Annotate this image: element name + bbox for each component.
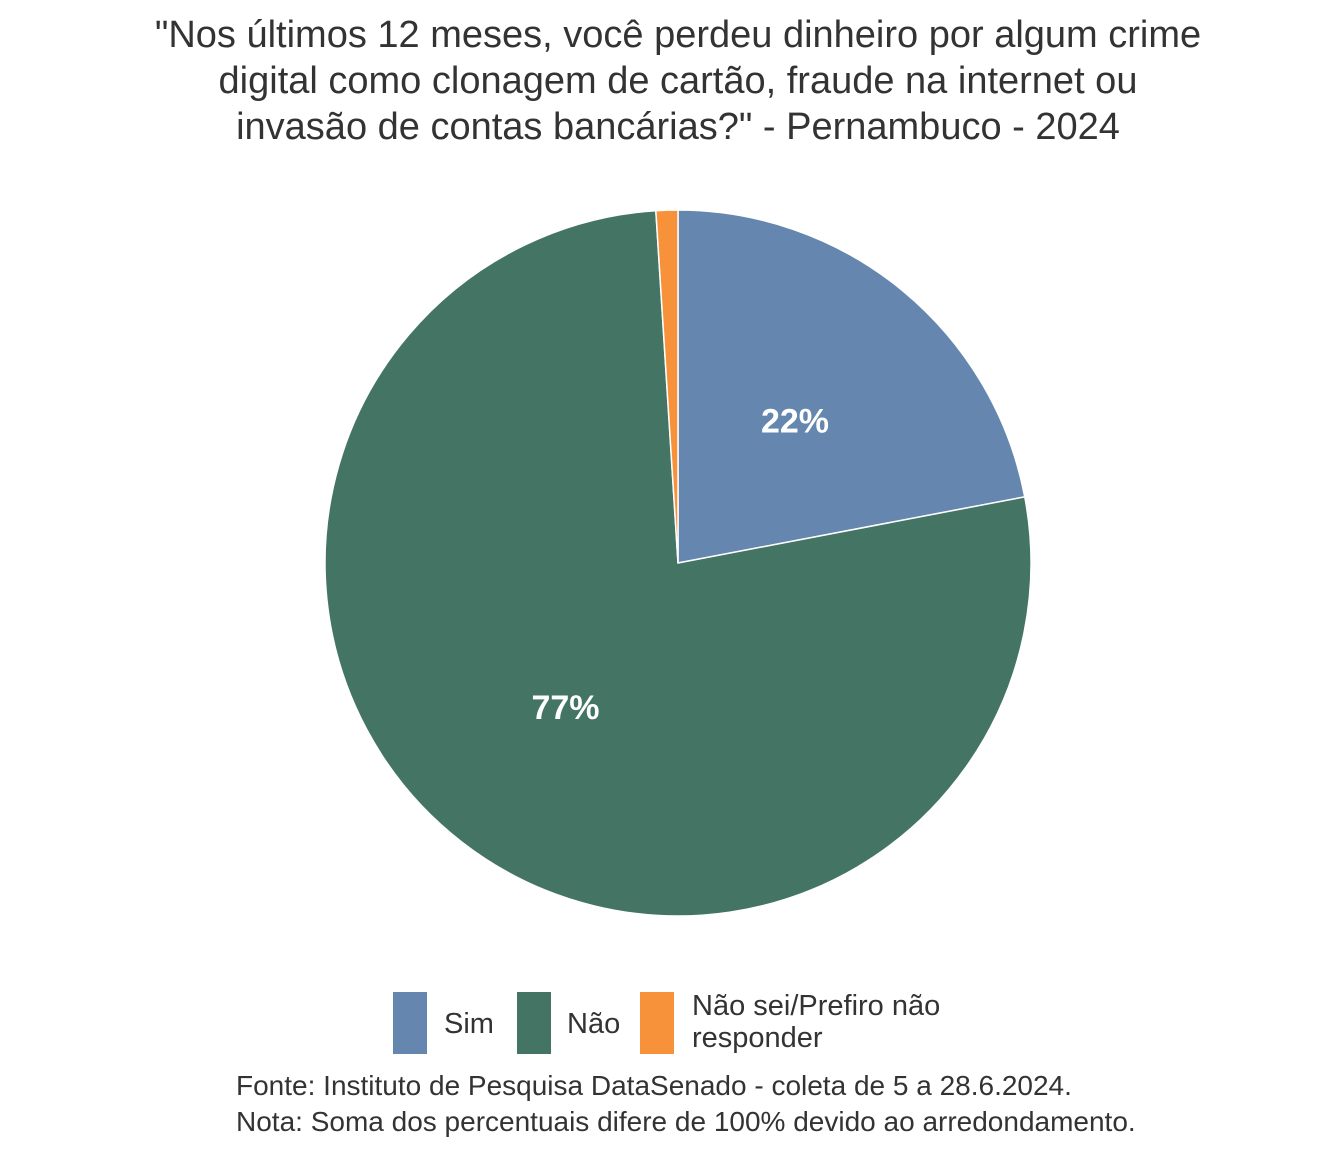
legend-key-sim (393, 992, 427, 1054)
pie-slice-1 (677, 209, 1026, 564)
chart-caption: Fonte: Instituto de Pesquisa DataSenado … (236, 1068, 1136, 1140)
legend-label-nao-sei-line-2: responder (692, 1022, 823, 1054)
chart-title-line-3: invasão de contas bancárias?" - Pernambu… (236, 106, 1120, 148)
legend-label-nao: Não (567, 1008, 621, 1040)
pie-slice-2 (324, 209, 1032, 917)
source-note: Fonte: Instituto de Pesquisa DataSenado … (236, 1070, 1072, 1101)
pie-slices (324, 209, 1032, 917)
pie-labels: 22% 77% (531, 403, 829, 727)
legend-label-nao-sei: Não sei/Prefiro não responder (692, 990, 940, 1054)
slice-label-1: 22% (761, 403, 829, 441)
legend-key-nao-sei (640, 992, 674, 1054)
chart-title: "Nos últimos 12 meses, você perdeu dinhe… (0, 12, 1344, 150)
legend-key-nao (517, 992, 551, 1054)
chart-title-line-2: digital como clonagem de cartão, fraude … (218, 60, 1138, 102)
legend-label-sim: Sim (444, 1008, 494, 1040)
chart-title-line-1: "Nos últimos 12 meses, você perdeu dinhe… (154, 14, 1202, 56)
pie-chart: 22% 77% (324, 209, 1032, 917)
legend-label-nao-sei-line-1: Não sei/Prefiro não (692, 990, 941, 1022)
pie-slice-3 (655, 209, 679, 564)
slice-label-2: 77% (531, 689, 599, 727)
rounding-note: Nota: Soma dos percentuais difere de 100… (236, 1106, 1136, 1137)
